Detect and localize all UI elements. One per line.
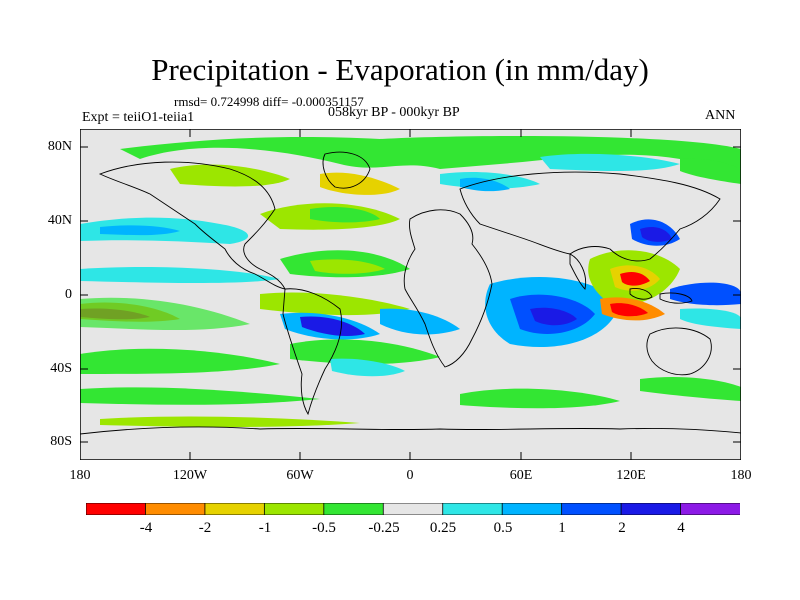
lon-tick-120w: 120W: [172, 468, 208, 483]
map-title: Precipitation - Evaporation (in mm/day): [151, 52, 649, 87]
colorbar-swatch: [263, 503, 325, 515]
colorbar-swatch: [442, 503, 504, 515]
colorbar-label: 4: [677, 520, 685, 536]
colorbar-swatch: [145, 503, 206, 515]
colorbar-label: 2: [618, 520, 626, 536]
lon-tick-180w: 180: [69, 468, 91, 483]
stats-line: rmsd= 0.724998 diff= -0.000351157: [174, 94, 364, 109]
colorbar-label: 1: [558, 520, 566, 536]
map-panel: [80, 129, 741, 460]
season-label: ANN: [705, 108, 736, 123]
period-label: 058kyr BP - 000kyr BP: [328, 105, 460, 120]
colorbar-label: -0.5: [312, 520, 336, 536]
lon-tick-60e: 60E: [509, 468, 533, 483]
lon-tick-60w: 60W: [286, 468, 314, 483]
lon-tick-120e: 120E: [616, 468, 646, 483]
lon-tick-0: 0: [406, 468, 414, 483]
experiment-label: Expt = teiiO1-teiia1: [82, 110, 195, 125]
colorbar: [86, 503, 740, 515]
colorbar-label: -0.25: [368, 520, 400, 536]
lat-tick-40n: 40N: [47, 213, 72, 228]
colorbar-swatch: [620, 503, 682, 515]
lat-tick-40s: 40S: [50, 361, 72, 376]
colorbar-label: -4: [139, 520, 153, 536]
colorbar-label: 0.25: [429, 520, 457, 536]
tick-marks: [80, 129, 741, 460]
colorbar-swatch: [86, 503, 147, 515]
colorbar-swatch: [680, 503, 740, 515]
colorbar-swatch: [501, 503, 563, 515]
colorbar-label: -1: [258, 520, 272, 536]
colorbar-swatch: [382, 503, 444, 515]
colorbar-label: 0.5: [493, 520, 513, 536]
lat-tick-80n: 80N: [47, 139, 72, 154]
field-patches: [80, 136, 741, 427]
colorbar-label: -2: [198, 520, 212, 536]
lat-tick-0: 0: [65, 287, 72, 302]
colorbar-swatch: [204, 503, 266, 515]
lon-tick-180e: 180: [730, 468, 752, 483]
coastlines: [80, 151, 741, 435]
colorbar-swatch: [323, 503, 385, 515]
colorbar-swatch: [561, 503, 622, 515]
lat-tick-80s: 80S: [50, 434, 72, 449]
